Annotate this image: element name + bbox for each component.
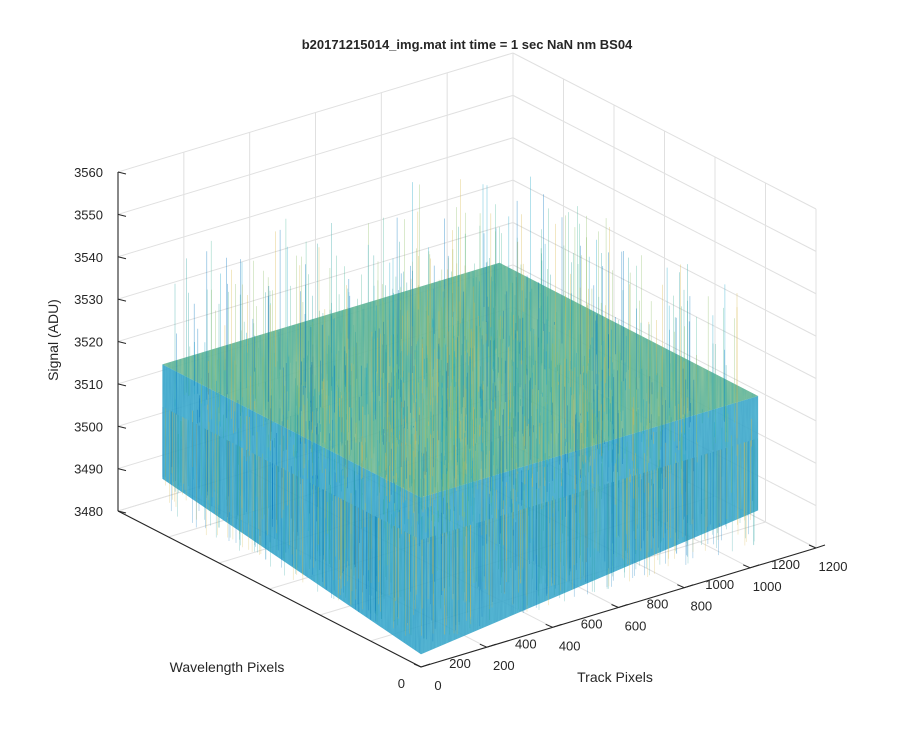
y-tick-label: 800 [647,597,669,612]
z-tick-label: 3500 [74,419,103,434]
z-tick-label: 3510 [74,377,103,392]
z-tick-mark [117,468,127,472]
y-axis-label: Wavelength Pixels [170,659,285,675]
side-wall-grid-line [512,52,817,210]
chart-title: b20171215014_img.mat int time = 1 sec Na… [302,37,633,52]
surface-mesh [162,176,759,655]
y-tick-mark [815,544,826,549]
z-tick-mark [117,425,127,429]
y-tick-label: 600 [581,617,603,632]
z-tick-label: 3490 [74,462,103,477]
z-tick-label: 3560 [74,165,103,180]
back-wall-grid-line [117,222,514,342]
y-tick-mark [420,663,431,668]
back-wall-grid-line [117,52,514,173]
back-wall-grid-line [117,94,514,215]
x-axis-label: Track Pixels [577,669,653,685]
z-tick-label: 3540 [74,250,103,265]
z-tick-label: 3480 [74,504,103,519]
y-tick-label: 1000 [705,577,734,592]
x-tick-mark [413,663,422,668]
y-tick-mark [486,643,496,648]
x-tick-label: 1000 [753,579,782,594]
back-wall-grid-line [117,179,514,300]
side-wall-grid-line [512,179,817,337]
back-wall-grid-line [117,137,514,258]
y-tick-label: 200 [449,656,471,671]
z-axis-label: Signal (ADU) [45,299,61,381]
x-tick-mark [611,604,619,608]
y-tick-mark [618,604,628,608]
side-wall-grid-line [512,264,817,422]
x-tick-label: 200 [493,658,515,673]
axes-lines [117,171,826,668]
x-tick-mark [677,584,685,589]
x-tick-mark [479,643,488,648]
side-wall-grid-line [512,137,817,295]
y-tick-label: 400 [515,636,537,651]
x-tick-mark [808,544,817,549]
y-tick-mark [750,564,760,569]
y-tick-mark [552,623,562,628]
y-axis-line [117,510,422,668]
z-tick-mark [117,510,127,514]
surface-texture [421,396,759,655]
z-tick-mark [117,171,127,175]
z-tick-mark [117,383,127,387]
x-tick-mark [742,564,751,569]
x-tick-mark [545,623,553,628]
z-tick-label: 3520 [74,335,103,350]
side-wall-grid-line [512,94,817,252]
z-tick-mark [117,256,127,260]
z-tick-label: 3530 [74,292,103,307]
y-tick-mark [684,584,694,589]
surface-texture [162,364,421,655]
x-tick-label: 1200 [819,559,848,574]
z-tick-mark [117,213,127,217]
tick-labels: 0200400600800100012000200400600800100012… [74,165,847,693]
y-tick-label: 1200 [771,557,800,572]
x-tick-label: 400 [559,638,581,653]
z-tick-mark [117,298,127,302]
x-tick-label: 0 [434,678,441,693]
side-wall-grid-line [512,222,817,379]
y-tick-label: 0 [398,676,405,691]
z-tick-label: 3550 [74,207,103,222]
x-tick-label: 600 [625,619,647,634]
z-tick-mark [117,341,127,344]
surface-spikes [162,176,758,642]
x-tick-label: 800 [690,599,712,614]
